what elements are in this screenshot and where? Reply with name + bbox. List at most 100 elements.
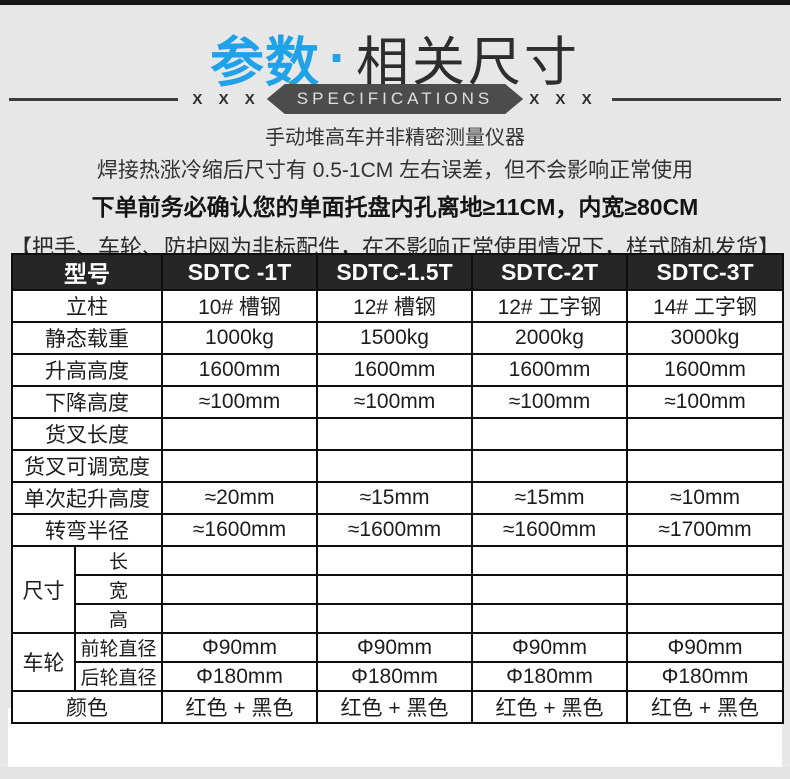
table-row: 下降高度 ≈100mm ≈100mm ≈100mm ≈100mm xyxy=(11,385,784,419)
cell-value: 1600mm xyxy=(471,353,628,387)
cell-value xyxy=(471,417,628,451)
cell-value xyxy=(161,574,318,605)
cell-value: 12# 槽钢 xyxy=(316,289,473,323)
cell-value: ≈15mm xyxy=(471,481,628,515)
cell-value xyxy=(471,449,628,483)
note-line-2: 焊接热涨冷缩后尺寸有 0.5-1CM 左右误差，但不会影响正常使用 xyxy=(96,159,694,182)
cell-value: 红色 + 黑色 xyxy=(626,690,784,724)
table-row-size-height: 高 xyxy=(12,603,784,634)
cell-value xyxy=(626,449,784,483)
cell-value: 红色 + 黑色 xyxy=(316,690,473,724)
row-label: 颜色 xyxy=(11,690,163,724)
cell-value: Φ90mm xyxy=(161,632,318,663)
cell-value xyxy=(471,545,628,576)
cell-value xyxy=(471,574,628,605)
cell-value: ≈100mm xyxy=(626,385,784,419)
note-line-1: 手动堆高车并非精密测量仪器 xyxy=(265,127,525,149)
title-rest: 相关尺寸 xyxy=(355,32,580,92)
cell-value xyxy=(471,603,628,634)
sub-label: 宽 xyxy=(74,574,163,605)
group-label-wheel: 车轮 xyxy=(11,632,76,692)
sub-label: 前轮直径 xyxy=(74,632,163,663)
row-label: 下降高度 xyxy=(11,385,163,419)
sub-label: 后轮直径 xyxy=(74,661,163,692)
bottom-margin-strip xyxy=(0,767,790,779)
cell-value: Φ90mm xyxy=(471,632,628,663)
cell-value: Φ90mm xyxy=(316,632,473,663)
row-label: 转弯半径 xyxy=(11,513,163,547)
notes-block: 手动堆高车并非精密测量仪器 焊接热涨冷缩后尺寸有 0.5-1CM 左右误差，但不… xyxy=(0,121,790,262)
table-header-row: 型号 SDTC -1T SDTC-1.5T SDTC-2T SDTC-3T xyxy=(11,253,784,291)
table-row: 单次起升高度 ≈20mm ≈15mm ≈15mm ≈10mm xyxy=(11,481,784,515)
cell-value: ≈15mm xyxy=(316,481,473,515)
table-row-size-width: 宽 xyxy=(12,574,784,605)
table-row: 货叉长度 xyxy=(11,417,784,451)
row-label: 升高高度 xyxy=(11,353,163,387)
cell-value: ≈1600mm xyxy=(471,513,628,547)
banner-line-left xyxy=(9,97,179,101)
cell-value: ≈20mm xyxy=(161,481,318,515)
sub-label: 长 xyxy=(74,545,163,576)
cell-value: 10# 槽钢 xyxy=(161,289,318,323)
cell-value xyxy=(161,417,318,451)
cell-value xyxy=(626,417,784,451)
cell-value: 红色 + 黑色 xyxy=(471,690,628,724)
cell-value: Φ90mm xyxy=(626,632,784,663)
note-line-3: 下单前务必确认您的单面托盘内孔离地≥11CM，内宽≥80CM xyxy=(91,194,699,220)
sub-label: 高 xyxy=(74,603,163,634)
cell-value: 1000kg xyxy=(161,321,318,355)
header-sdtc-1t: SDTC -1T xyxy=(161,253,318,291)
cell-value: ≈1600mm xyxy=(161,513,318,547)
spec-table: 型号 SDTC -1T SDTC-1.5T SDTC-2T SDTC-3T 立柱… xyxy=(11,253,784,724)
cell-value: 1600mm xyxy=(161,353,318,387)
cell-value xyxy=(316,603,473,634)
cell-value: 2000kg xyxy=(471,321,628,355)
cell-value xyxy=(626,603,784,634)
cell-value: 红色 + 黑色 xyxy=(161,690,318,724)
table-row-size-length: 尺寸 长 xyxy=(11,545,784,634)
cell-value xyxy=(626,574,784,605)
header-sdtc-3t: SDTC-3T xyxy=(626,253,784,291)
header-sdtc-2t: SDTC-2T xyxy=(471,253,628,291)
top-divider-bar xyxy=(0,0,790,5)
cell-value: 1600mm xyxy=(316,353,473,387)
cell-value: Φ180mm xyxy=(471,661,628,692)
table-row-rear-wheel: 后轮直径 Φ180mm Φ180mm Φ180mm Φ180mm xyxy=(12,661,784,692)
row-label: 立柱 xyxy=(11,289,163,323)
cell-value: Φ180mm xyxy=(161,661,318,692)
row-label: 货叉长度 xyxy=(11,417,163,451)
cell-value: Φ180mm xyxy=(626,661,784,692)
table-row: 升高高度 1600mm 1600mm 1600mm 1600mm xyxy=(11,353,784,387)
cell-value xyxy=(316,574,473,605)
row-label: 货叉可调宽度 xyxy=(11,449,163,483)
page-title: 参数 · 相关尺寸 xyxy=(0,18,790,97)
specifications-label: SPECIFICATIONS xyxy=(267,84,523,114)
cell-value: Φ180mm xyxy=(316,661,473,692)
cell-value xyxy=(161,449,318,483)
table-row: 静态载重 1000kg 1500kg 2000kg 3000kg xyxy=(11,321,784,355)
header-model: 型号 xyxy=(11,253,163,291)
table-row-front-wheel: 车轮 前轮直径 Φ90mm Φ90mm Φ90mm Φ90mm xyxy=(11,632,784,692)
row-label: 静态载重 xyxy=(11,321,163,355)
cell-value: ≈1600mm xyxy=(316,513,473,547)
header-sdtc-1-5t: SDTC-1.5T xyxy=(316,253,473,291)
table-row-color: 颜色 红色 + 黑色 红色 + 黑色 红色 + 黑色 红色 + 黑色 xyxy=(11,690,784,724)
cell-value: ≈100mm xyxy=(316,385,473,419)
cell-value xyxy=(626,545,784,576)
banner-line-right xyxy=(611,97,781,101)
cell-value xyxy=(161,603,318,634)
table-row: 转弯半径 ≈1600mm ≈1600mm ≈1600mm ≈1700mm xyxy=(11,513,784,547)
specifications-banner: X X X SPECIFICATIONS X X X xyxy=(0,85,790,113)
banner-xxx-right: X X X xyxy=(529,90,598,108)
cell-value: 1500kg xyxy=(316,321,473,355)
banner-xxx-left: X X X xyxy=(192,90,261,108)
cell-value xyxy=(161,545,318,576)
cell-value: 12# 工字钢 xyxy=(471,289,628,323)
cell-value: 3000kg xyxy=(626,321,784,355)
cell-value xyxy=(316,545,473,576)
cell-value: 14# 工字钢 xyxy=(626,289,784,323)
cell-value: 1600mm xyxy=(626,353,784,387)
table-row: 立柱 10# 槽钢 12# 槽钢 12# 工字钢 14# 工字钢 xyxy=(11,289,784,323)
cell-value: ≈100mm xyxy=(161,385,318,419)
cell-value xyxy=(316,417,473,451)
